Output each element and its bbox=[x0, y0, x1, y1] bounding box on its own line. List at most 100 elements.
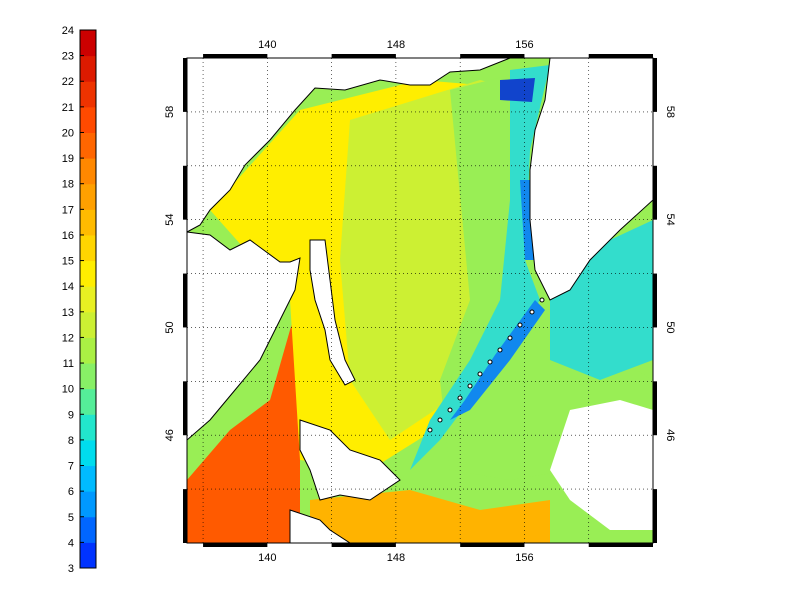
colorbar-segment bbox=[80, 439, 96, 467]
orange-sst-belt bbox=[310, 490, 550, 543]
frame-bar-right bbox=[653, 489, 657, 543]
frame-bar-top bbox=[331, 54, 396, 58]
colorbar-tick-label: 18 bbox=[62, 179, 74, 191]
kuril-island bbox=[467, 383, 473, 389]
colorbar-segment bbox=[80, 286, 96, 313]
kuril-island bbox=[427, 427, 433, 433]
frame-bar-left bbox=[183, 489, 187, 543]
kuril-island bbox=[487, 359, 493, 365]
colorbar-tick-label: 12 bbox=[62, 332, 74, 344]
frame-bar-bottom bbox=[588, 543, 653, 547]
kuril-island bbox=[447, 407, 453, 413]
colorbar-segment bbox=[80, 158, 96, 185]
land-cloud-gap bbox=[550, 400, 653, 530]
cyan-sst-pacific bbox=[550, 220, 653, 380]
colorbar-segment bbox=[80, 209, 96, 236]
colorbar-tick-label: 13 bbox=[62, 307, 74, 319]
colorbar-tick-label: 24 bbox=[62, 25, 74, 37]
colorbar-tick-label: 20 bbox=[62, 127, 74, 139]
warm-sst-region bbox=[187, 300, 300, 543]
colorbar-tick-label: 8 bbox=[68, 435, 74, 447]
colorbar-segment bbox=[80, 132, 96, 159]
grid-lines bbox=[187, 58, 653, 543]
frame-bar-top bbox=[460, 54, 525, 58]
frame-bar-left bbox=[183, 58, 187, 112]
colorbar-segment bbox=[80, 106, 96, 133]
colorbar-tick-label: 23 bbox=[62, 51, 74, 63]
colorbar-tick-label: 9 bbox=[68, 409, 74, 421]
land-sakhalin bbox=[309, 239, 356, 386]
colorbar-frame bbox=[79, 29, 97, 569]
blue-sst-region bbox=[450, 300, 545, 420]
lat-tick-label-right: 46 bbox=[664, 429, 676, 441]
colorbar-tick-label: 19 bbox=[62, 153, 74, 165]
lat-tick-label-left: 58 bbox=[164, 106, 176, 118]
colorbar-tick-label: 16 bbox=[62, 230, 74, 242]
colorbar-tick-label: 10 bbox=[62, 384, 74, 396]
plot-area bbox=[187, 58, 653, 543]
kuril-island bbox=[507, 335, 513, 341]
frame-bar-right bbox=[653, 381, 657, 436]
lon-tick-label-top: 148 bbox=[387, 39, 405, 51]
lon-tick-label-bottom: 156 bbox=[515, 552, 533, 564]
colorbar-segment bbox=[80, 465, 96, 492]
frame-bar-left bbox=[183, 273, 187, 328]
colorbar-tick-label: 15 bbox=[62, 256, 74, 268]
lon-labels-bottom: 140 148 156 bbox=[258, 552, 533, 564]
lon-tick-label-top: 156 bbox=[515, 39, 533, 51]
land-hokkaido bbox=[299, 419, 401, 501]
sst-map: 140 148 156 140 148 156 46 50 54 58 46 50 54 58 bbox=[164, 39, 676, 564]
colorbar-tick-label: 22 bbox=[62, 76, 74, 88]
lon-tick-label-bottom: 140 bbox=[258, 552, 276, 564]
map-panel: 140 148 156 140 148 156 46 50 54 58 46 50 54 58 bbox=[150, 0, 710, 600]
lon-tick-label-bottom: 148 bbox=[387, 552, 405, 564]
colorbar-segment bbox=[80, 414, 96, 441]
colorbar-tick-label: 11 bbox=[63, 358, 74, 370]
frame-bar-left bbox=[183, 165, 187, 220]
cyan-sst-region bbox=[410, 65, 550, 470]
lon-labels-top: 140 148 156 bbox=[258, 39, 533, 51]
colorbar-segment bbox=[80, 388, 96, 415]
kuril-island bbox=[497, 347, 503, 353]
colorbar-segment bbox=[80, 491, 96, 518]
lon-tick-label-top: 140 bbox=[258, 39, 276, 51]
colorbar-segment bbox=[80, 337, 96, 364]
land-japan bbox=[289, 509, 351, 543]
colorbar-tick-label: 17 bbox=[62, 204, 74, 216]
lat-labels-right: 46 50 54 58 bbox=[664, 106, 676, 442]
frame-bar-bottom bbox=[203, 543, 268, 547]
lat-tick-label-right: 58 bbox=[664, 106, 676, 118]
lat-tick-label-left: 46 bbox=[164, 429, 176, 441]
kuril-island bbox=[477, 371, 483, 377]
colorbar-segment bbox=[80, 542, 96, 569]
colorbar-tick-label: 3 bbox=[68, 563, 74, 575]
colorbar-segment bbox=[80, 55, 96, 82]
lat-tick-label-left: 54 bbox=[164, 214, 176, 226]
colorbar-segment bbox=[80, 363, 96, 390]
frame-bar-top bbox=[203, 54, 268, 58]
kuril-island bbox=[437, 417, 443, 423]
kuril-island bbox=[539, 297, 545, 303]
land-asia bbox=[187, 58, 511, 233]
lat-tick-label-left: 50 bbox=[164, 321, 176, 333]
land-kamchatka bbox=[529, 58, 653, 301]
colorbar-segment bbox=[80, 311, 96, 338]
lat-tick-label-right: 54 bbox=[664, 214, 676, 226]
colorbar-segment bbox=[80, 81, 96, 108]
colorbar-segment bbox=[80, 234, 96, 262]
colorbar-tick-label: 14 bbox=[62, 281, 74, 293]
colorbar-segment bbox=[80, 30, 96, 57]
colorbar-segment bbox=[80, 260, 96, 287]
land-amur bbox=[187, 231, 301, 441]
colorbar-tick-label: 5 bbox=[68, 512, 74, 524]
colorbar: 3 4 5 6 7 8 9 10 11 12 13 14 15 16 17 18 19 20 21 22 23 24 bbox=[0, 0, 120, 600]
colorbar-segment bbox=[80, 516, 96, 543]
blue-sst-north bbox=[500, 78, 535, 102]
colorbar-tick-label: 7 bbox=[68, 461, 74, 473]
colorbar-tick-label: 21 bbox=[62, 102, 74, 114]
lat-tick-label-right: 50 bbox=[664, 321, 676, 333]
frame-bar-bottom bbox=[331, 543, 396, 547]
kuril-island bbox=[529, 309, 535, 315]
colorbar-svg: 3 4 5 6 7 8 9 10 11 12 13 14 15 16 17 18 19 20 21 22 23 24 bbox=[62, 25, 97, 575]
frame-bar-right bbox=[653, 165, 657, 220]
